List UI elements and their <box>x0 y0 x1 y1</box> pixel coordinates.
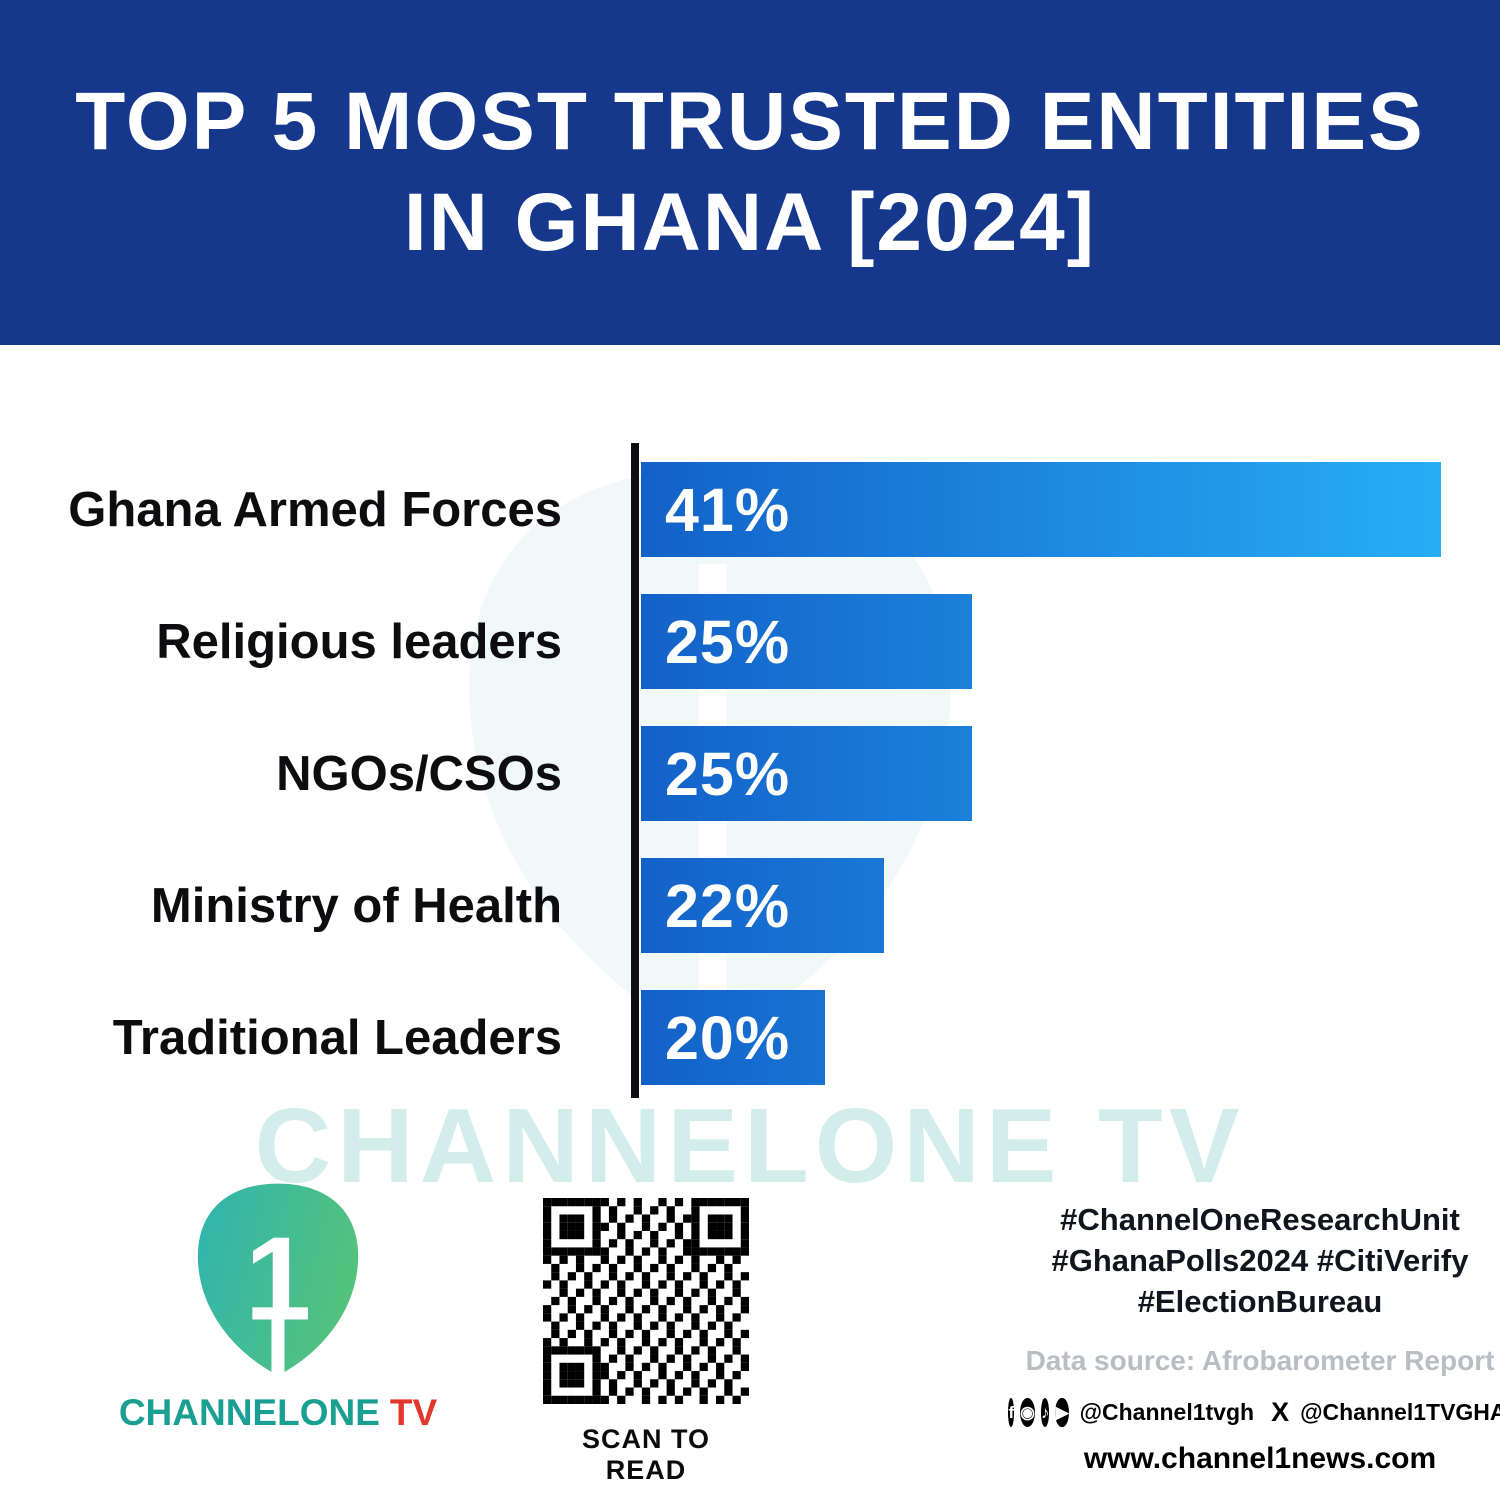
social-handle-primary: @Channel1tvgh <box>1079 1398 1255 1425</box>
value-label: 25% <box>665 607 791 676</box>
chart-row: NGOs/CSOs 25% <box>0 726 1500 821</box>
category-label: Ghana Armed Forces <box>68 482 562 537</box>
value-label: 41% <box>665 475 791 544</box>
logo-wordmark: CHANNELONE TV <box>118 1392 438 1434</box>
channelone-watermark: CHANNELONE TV <box>254 1087 1246 1205</box>
bar-1: 41% <box>641 462 1441 557</box>
website-url: www.channel1news.com <box>1083 1441 1437 1475</box>
hashtags: #ChannelOneResearchUnit #GhanaPolls2024 … <box>1025 1200 1495 1323</box>
title-line-2: IN GHANA [2024] <box>403 176 1097 268</box>
wordmark-tv: TV <box>389 1392 438 1433</box>
category-label: Religious leaders <box>156 614 562 669</box>
chart-row: Ministry of Health 22% <box>0 858 1500 953</box>
channel-one-logo-icon: 1 <box>197 1183 359 1376</box>
category-label: NGOs/CSOs <box>276 746 562 801</box>
hashtag-line-1: #ChannelOneResearchUnit <box>1060 1202 1460 1237</box>
hashtag-line-3: #ElectionBureau <box>1137 1283 1383 1319</box>
qr-caption: SCAN TO READ <box>581 1424 710 1485</box>
chart-row: Religious leaders 25% <box>0 594 1500 689</box>
chart-row: Ghana Armed Forces 41% <box>0 462 1500 557</box>
instagram-icon: ◉ <box>1020 1397 1035 1427</box>
youtube-icon: ▶ <box>1055 1397 1069 1427</box>
qr-code <box>543 1198 749 1404</box>
title-line-1: TOP 5 MOST TRUSTED ENTITIES <box>75 76 1425 168</box>
channel-one-logo: 1 CHANNELONE TV <box>118 1178 438 1434</box>
hashtag-line-2: #GhanaPolls2024 #CitiVerify <box>1051 1242 1469 1278</box>
tiktok-icon: ♪ <box>1040 1397 1050 1427</box>
header-banner: TOP 5 MOST TRUSTED ENTITIES IN GHANA [20… <box>0 0 1500 345</box>
value-label: 22% <box>665 871 791 940</box>
page-title: TOP 5 MOST TRUSTED ENTITIES IN GHANA [20… <box>75 72 1424 272</box>
social-handle-x: @Channel1TVGHA <box>1300 1398 1500 1425</box>
chart-rows: Ghana Armed Forces 41% Religious leaders 25… <box>0 462 1500 1085</box>
chart-axis <box>631 443 639 1098</box>
category-label: Traditional Leaders <box>112 1010 562 1065</box>
category-label: Ministry of Health <box>150 878 562 933</box>
value-label: 25% <box>665 739 791 808</box>
wordmark-channelone: CHANNELONE <box>118 1392 380 1433</box>
qr-block: SCAN TO READ <box>543 1198 749 1486</box>
footer-info: #ChannelOneResearchUnit #GhanaPolls2024 … <box>1008 1200 1500 1476</box>
x-icon: X <box>1271 1396 1290 1427</box>
bar-chart: Ghana Armed Forces 41% Religious leaders 25… <box>0 443 1500 1103</box>
bar-4: 22% <box>641 858 884 953</box>
chart-row: Traditional Leaders 20% <box>0 990 1500 1085</box>
social-row: f ◉ ♪ ▶ @Channel1tvgh X @Channel1TVGHA <box>1008 1396 1500 1428</box>
bar-3: 25% <box>641 726 972 821</box>
facebook-icon: f <box>1008 1397 1015 1427</box>
bar-2: 25% <box>641 594 972 689</box>
bar-5: 20% <box>641 990 825 1085</box>
data-source-label: Data source: Afrobarometer Report <box>1025 1344 1495 1376</box>
value-label: 20% <box>665 1003 791 1072</box>
